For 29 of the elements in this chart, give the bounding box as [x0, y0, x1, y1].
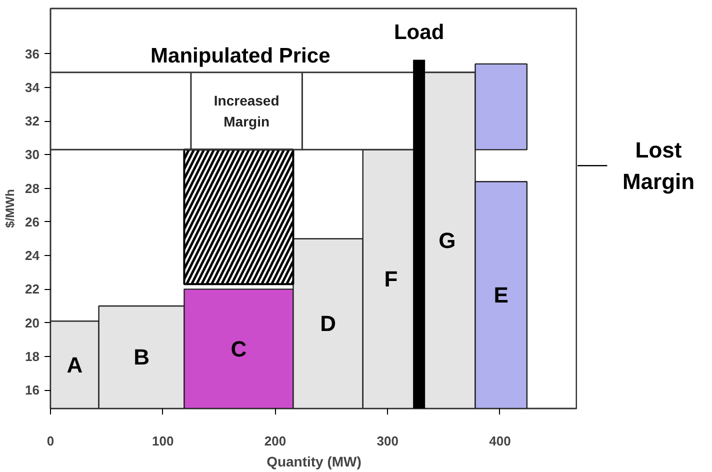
y-tick-label: 36 [25, 46, 40, 62]
annotation: G [438, 228, 456, 253]
x-axis-title: Quantity (MW) [266, 454, 362, 470]
y-tick-label: 24 [25, 248, 40, 264]
annotation: A [66, 352, 83, 378]
x-tick-label: 100 [152, 434, 174, 448]
y-axis-title: $/MWh [3, 189, 18, 228]
annotation: C [230, 336, 247, 362]
y-tick-label: 28 [25, 180, 40, 196]
y-tick-label: 32 [25, 114, 40, 129]
y-tick-label: 18 [25, 348, 40, 364]
annotation: Increased Margin [214, 92, 280, 130]
y-tick-label: 30 [25, 147, 40, 162]
y-tick-label: 26 [25, 214, 40, 230]
ref-line-label: Load [394, 20, 444, 44]
y-tick-label: 16 [25, 382, 40, 398]
x-tick-label: 200 [264, 434, 286, 448]
x-tick-label: 400 [489, 434, 511, 448]
y-tick-label: 22 [25, 282, 40, 297]
x-tick-label: 300 [376, 434, 398, 448]
y-tick-label: 20 [25, 315, 40, 330]
annotation: D [320, 311, 336, 336]
annotation: E [494, 282, 508, 308]
ref-line-label: Manipulated Price [150, 44, 330, 68]
annotation: F [384, 266, 398, 292]
annotation: B [134, 344, 150, 370]
y-tick-label: 34 [25, 80, 40, 95]
x-tick-label: 0 [46, 434, 54, 448]
text: Lost Margin [622, 138, 695, 194]
